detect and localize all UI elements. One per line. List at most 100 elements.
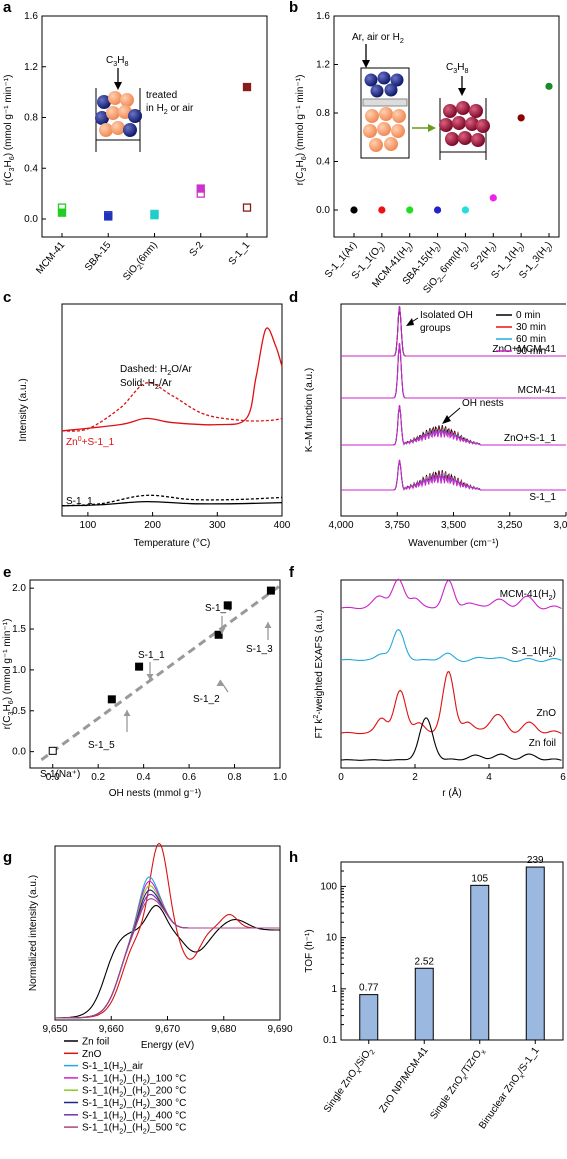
particle	[128, 109, 142, 123]
data-point	[545, 82, 553, 90]
legend-entry: Zn foil	[82, 1037, 109, 1048]
panel-letter: f	[289, 564, 295, 581]
particle-navy	[370, 84, 384, 98]
y-tick-label: 10	[326, 933, 338, 944]
x-tick-label: 1.0	[273, 772, 287, 783]
filled-point	[150, 211, 159, 220]
y-tick-label: 0.4	[316, 157, 330, 168]
xanes-zno	[55, 842, 280, 1019]
legend-entry: S-1_1(H2​)_(H2​)_200 °C	[82, 1086, 186, 1099]
filled-point	[196, 184, 205, 193]
particle-orange	[369, 138, 383, 152]
point-arrowhead	[216, 680, 224, 686]
column-frame	[360, 67, 410, 159]
particle-wine	[456, 101, 470, 115]
point-arrowhead	[123, 710, 131, 716]
particle-wine	[445, 132, 459, 146]
data-point	[433, 206, 442, 214]
particle-orange	[379, 107, 393, 121]
annotation: Isolated OH	[420, 310, 473, 321]
y-axis-label: r(C3H6​) (mmol g⁻¹ min⁻¹)	[295, 75, 308, 186]
legend-entry: 0 min	[516, 310, 540, 321]
exafs-zno	[340, 670, 562, 735]
particle-wine	[471, 133, 485, 147]
x-tick-label: ZnO NP/MCM-41	[377, 1045, 431, 1115]
panel-letter: d	[289, 289, 298, 306]
particle-wine	[443, 104, 457, 118]
y-axis-label: Intensity (a.u.)	[18, 378, 29, 441]
data-point	[107, 695, 116, 704]
inset-note: in H2​ or air	[146, 103, 194, 116]
plot-frame	[54, 845, 281, 1021]
x-tick-label: 9,690	[267, 1024, 292, 1035]
point-label: S-1_3	[246, 644, 273, 655]
series-line-4	[61, 500, 283, 507]
sample-label: ZnO+MCM-41	[492, 344, 556, 355]
x-tick-label: 3,250	[497, 520, 522, 531]
plot-frame	[340, 861, 564, 1041]
y-axis-label: r(C3H6​) (mmol g⁻¹ min⁻¹)	[2, 619, 15, 730]
particle	[123, 123, 137, 137]
xanes-s11-2	[55, 880, 280, 1019]
y-axis-label: r(C3H6​) (mmol g⁻¹ min⁻¹)	[3, 75, 16, 186]
plot-frame	[340, 579, 564, 769]
xanes-s11-6	[55, 898, 280, 1019]
data-point	[489, 194, 497, 202]
sample-label: MCM-41	[518, 385, 557, 396]
bar	[525, 866, 545, 1041]
point-arrow	[219, 679, 229, 693]
spectrum-s11	[341, 459, 566, 491]
plot-frame	[61, 303, 283, 517]
x-tick-label: 0.4	[137, 772, 151, 783]
legend-entry: 30 min	[516, 322, 546, 333]
legend-entry: S-1_1(H2​)_(H2​)_500 °C	[82, 1123, 186, 1136]
x-axis-label: Energy (eV)	[141, 1040, 194, 1051]
x-axis-label: OH nests (mmol g⁻¹)	[109, 788, 202, 799]
y-tick-label: 2.0	[12, 583, 26, 594]
x-tick-label: 0.6	[182, 772, 196, 783]
panel-h: h 0.1 1 10 100 TOF (h⁻¹) 0.77 Single ZnOx​/SiO2…	[289, 849, 564, 1131]
particle-navy	[377, 71, 391, 85]
legend-entry: S-1_1(H2​)_air	[82, 1061, 144, 1074]
bar-value-label: 0.77	[359, 983, 379, 994]
data-point	[48, 746, 57, 755]
series-label: Zn foil	[529, 738, 556, 749]
inset-gas-label: C3H8​	[106, 55, 128, 68]
filled-point	[242, 82, 252, 92]
particle-wine	[452, 116, 466, 130]
particle-orange	[391, 124, 405, 138]
legend-entry: 90 min	[516, 346, 546, 357]
bar-value-label: 2.52	[415, 956, 435, 967]
x-tick-label: 4,000	[328, 520, 353, 531]
panel-letter: g	[3, 849, 12, 866]
y-tick-label: 1.2	[24, 62, 38, 73]
particle-wine	[469, 104, 483, 118]
x-tick-label: 0.0	[46, 772, 60, 783]
x-tick-label: 9,660	[99, 1024, 124, 1035]
arrow-head	[114, 82, 122, 90]
point-label: S-1_5	[88, 740, 115, 751]
x-axis-label: r (Å)	[442, 786, 461, 799]
x-tick-label: 0.8	[228, 772, 242, 783]
y-tick-label: 1	[331, 984, 337, 995]
arrow-head	[458, 88, 466, 96]
x-tick-label: 9,680	[211, 1024, 236, 1035]
particle-navy	[364, 73, 378, 87]
x-tick-label: 3,000	[553, 520, 567, 531]
particle-orange	[377, 122, 391, 136]
y-axis-label: Normalized intensity (a.u.)	[28, 875, 39, 991]
series-line-2	[61, 327, 283, 432]
series-line-3	[61, 494, 283, 507]
annotation: groups	[420, 323, 451, 334]
y-axis-label: TOF (h⁻¹)	[304, 929, 315, 972]
panel-letter: b	[289, 0, 298, 16]
particle-wine	[439, 118, 453, 132]
particle-orange	[384, 137, 398, 151]
inset-note: treated	[146, 90, 177, 101]
xanes-s11-4	[55, 889, 280, 1019]
y-tick-label: 0.8	[24, 113, 38, 124]
particle	[111, 121, 125, 135]
annotation-arrowhead	[442, 415, 451, 424]
x-tick-label: S-2	[188, 240, 207, 259]
